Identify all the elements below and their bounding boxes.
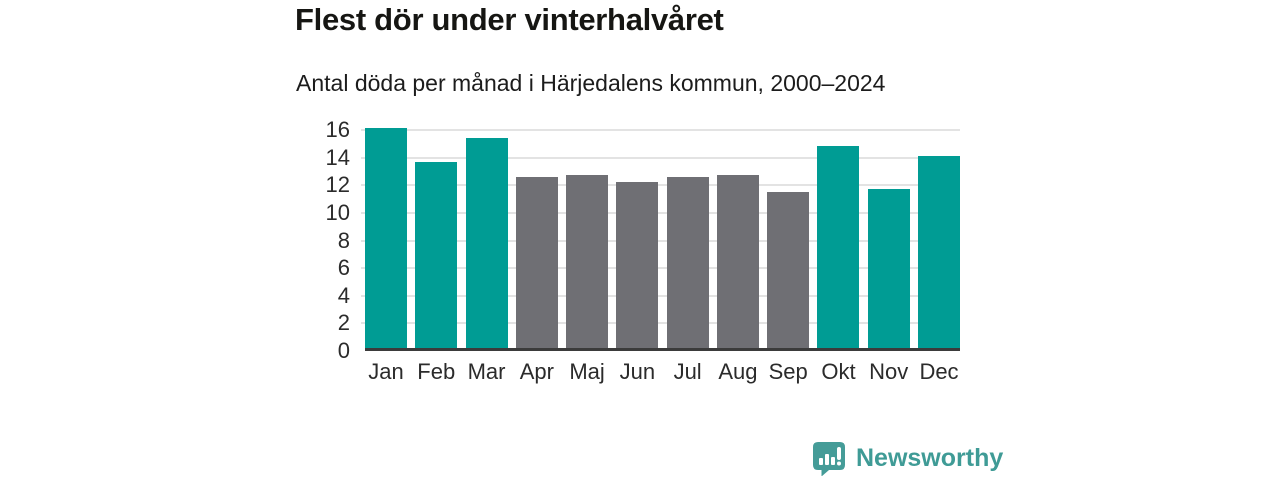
chart-title: Flest dör under vinterhalvåret [295,2,724,37]
bar-aug [716,175,759,348]
gridline [361,267,960,270]
bar-okt [817,146,860,348]
y-tick-label: 16 [325,117,350,142]
bar-jun [616,182,659,348]
x-tick-label: Nov [869,359,909,384]
bar-mar [465,138,508,348]
bar-apr [515,176,558,348]
bar-dec [918,156,960,348]
bar-jul [666,176,709,348]
bar-chart-speech-bubble-icon [813,442,845,476]
bar-feb [415,161,458,348]
x-tick-label: Dec [919,359,959,384]
x-tick-label: Jul [673,359,702,384]
bar-nov [867,189,910,348]
gridline [361,294,960,297]
gridline [361,129,960,131]
x-tick-label: Maj [569,359,605,384]
bar-sep [767,191,810,348]
gridline [361,184,960,187]
brand-name: Newsworthy [856,443,1004,472]
plot-area [361,128,960,351]
y-tick-label: 12 [325,172,350,198]
y-tick-label: 6 [337,255,350,281]
y-tick-label: 0 [337,338,350,363]
chart-subtitle: Antal döda per månad i Härjedalens kommu… [296,70,886,96]
x-tick-label: Jun [619,359,656,384]
bar-maj [566,175,609,348]
x-tick-label: Okt [821,359,856,384]
x-tick-label: Sep [768,359,808,384]
y-tick-label: 2 [337,310,350,336]
gridline [361,156,960,159]
x-tick-label: Aug [718,359,758,384]
gridline [361,211,960,214]
x-tick-label: Mar [467,359,506,384]
y-tick-label: 14 [325,144,350,170]
gridline [361,322,960,325]
x-tick-label: Apr [519,359,554,384]
gridline [361,239,960,242]
y-tick-label: 4 [337,282,350,308]
y-tick-label: 8 [337,227,350,253]
newsworthy-logo[interactable]: Newsworthy [811,440,1003,476]
y-tick-label: 10 [325,199,350,225]
x-tick-label: Jan [368,359,404,384]
x-tick-label: Feb [417,359,456,384]
bar-jan [365,128,407,348]
